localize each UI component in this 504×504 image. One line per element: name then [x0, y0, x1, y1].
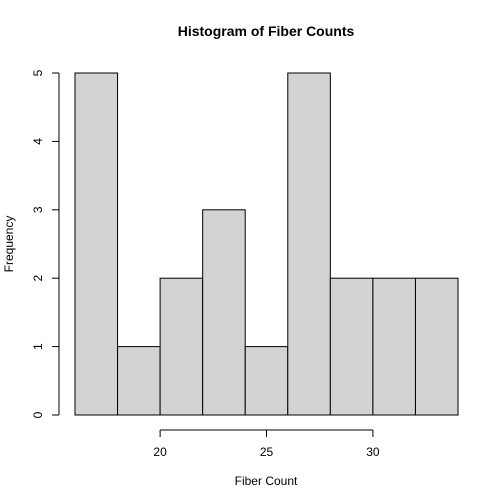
x-axis: 20 25 30 [153, 429, 380, 459]
bars-group [74, 72, 459, 416]
y-tick-label: 5 [31, 69, 45, 76]
histogram-bar [74, 72, 119, 416]
histogram-bar [329, 277, 374, 416]
chart-title: Histogram of Fiber Counts [178, 23, 355, 39]
x-axis-label: Fiber Count [235, 474, 298, 488]
histogram-bar [287, 72, 331, 416]
x-tick-label: 25 [260, 445, 274, 459]
y-tick-label: 4 [31, 138, 45, 145]
y-tick-label: 1 [31, 343, 45, 350]
y-tick-label: 3 [31, 206, 45, 213]
y-tick-label: 2 [31, 275, 45, 282]
x-tick-label: 30 [366, 445, 380, 459]
histogram-bar [159, 277, 204, 416]
y-axis: 0 1 2 3 4 5 [31, 69, 60, 418]
y-axis-label: Frequency [2, 216, 16, 273]
x-tick-label: 20 [153, 445, 167, 459]
y-tick-label: 0 [31, 411, 45, 418]
histogram-bar [202, 209, 246, 416]
histogram-bar [372, 277, 416, 416]
histogram-bar [244, 346, 289, 416]
histogram-bar [414, 277, 459, 416]
histogram-bar [117, 346, 161, 416]
